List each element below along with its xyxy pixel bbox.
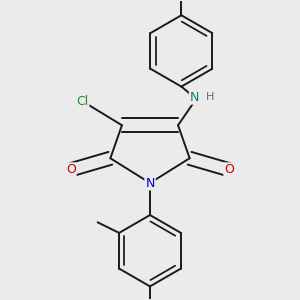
Text: Cl: Cl [76, 94, 88, 108]
Text: N: N [190, 91, 199, 104]
Text: H: H [206, 92, 214, 102]
Text: N: N [145, 176, 155, 190]
Text: O: O [224, 163, 234, 176]
Text: O: O [66, 163, 76, 176]
